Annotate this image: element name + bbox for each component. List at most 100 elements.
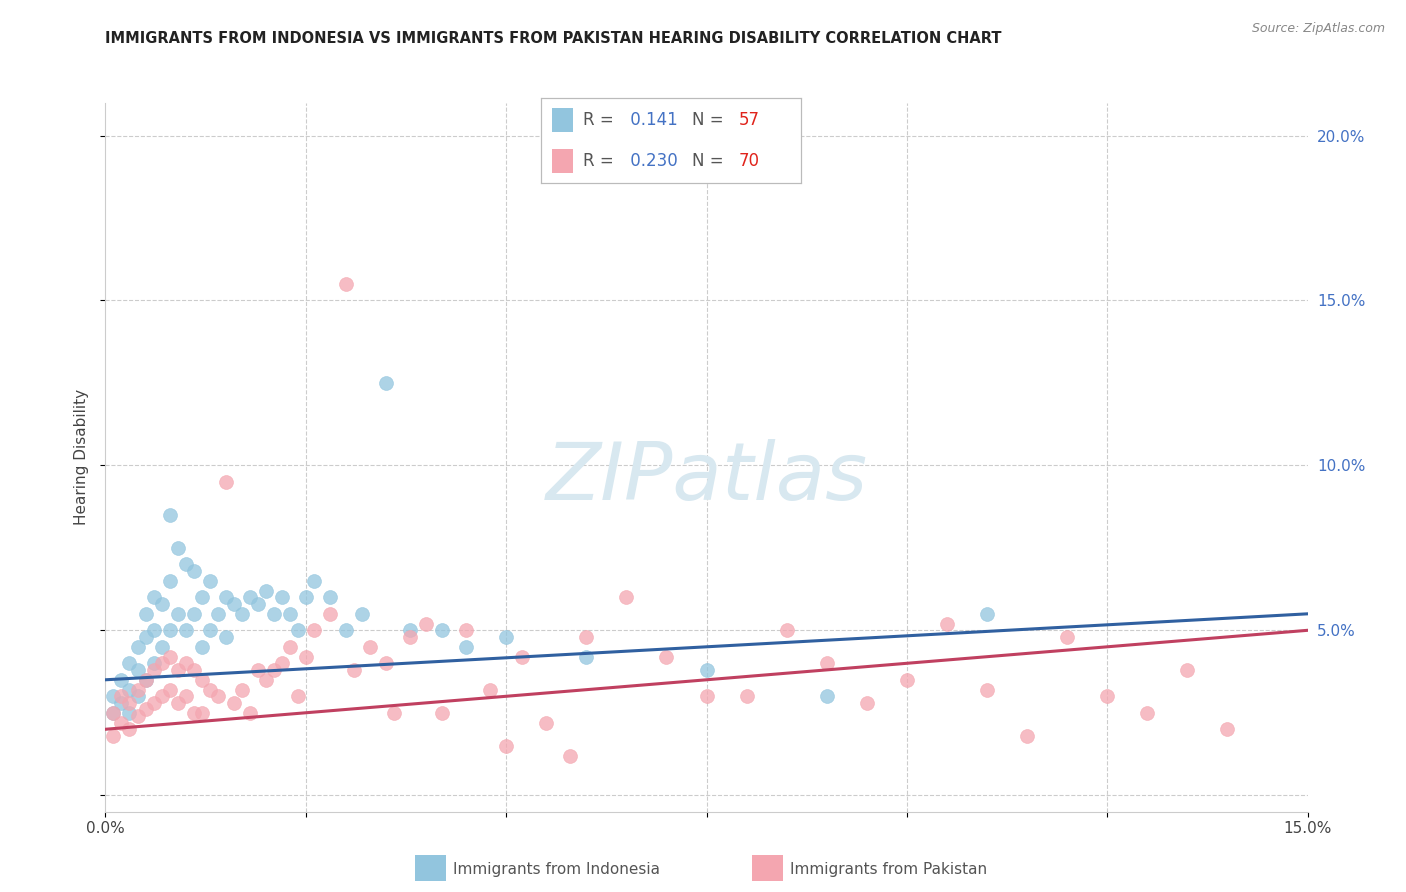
Point (142, 624, 165, 638)
Point (350, 607, 373, 621)
Point (855, 696, 877, 710)
Text: ZIPatlas: ZIPatlas (546, 440, 868, 517)
Point (1177, 663, 1199, 677)
Point (287, 624, 309, 638)
Point (118, 657, 141, 671)
Point (159, 508, 181, 522)
Point (159, 682, 181, 697)
Point (190, 591, 212, 605)
Point (174, 624, 197, 638)
Point (976, 682, 998, 697)
Point (359, 640, 381, 654)
Text: 70: 70 (740, 152, 761, 169)
Point (110, 690, 132, 704)
Text: 0.230: 0.230 (624, 152, 678, 169)
Point (239, 591, 262, 605)
Point (110, 673, 132, 687)
Point (815, 690, 838, 704)
Point (207, 607, 229, 621)
Point (198, 682, 221, 697)
Point (454, 624, 477, 638)
Point (1097, 690, 1119, 704)
Text: Immigrants from Pakistan: Immigrants from Pakistan (790, 863, 987, 877)
Text: R =: R = (583, 112, 619, 129)
Point (575, 649, 598, 664)
Point (174, 690, 197, 704)
Point (214, 591, 236, 605)
Point (1216, 723, 1239, 737)
Point (735, 690, 758, 704)
Point (430, 706, 453, 720)
Point (815, 657, 838, 671)
Point (430, 624, 453, 638)
Point (976, 607, 998, 621)
Text: 0.141: 0.141 (624, 112, 678, 129)
Text: Source: ZipAtlas.com: Source: ZipAtlas.com (1251, 22, 1385, 36)
Point (127, 682, 149, 697)
Point (246, 597, 269, 611)
Point (1017, 729, 1039, 743)
Point (263, 663, 285, 677)
Point (159, 574, 181, 588)
Y-axis label: Hearing Disability: Hearing Disability (73, 389, 89, 525)
Point (936, 616, 959, 631)
Text: R =: R = (583, 152, 619, 169)
Point (127, 690, 149, 704)
Point (142, 591, 165, 605)
Point (222, 696, 245, 710)
Point (190, 673, 212, 687)
Point (159, 649, 181, 664)
Point (110, 696, 132, 710)
Point (374, 376, 398, 390)
Bar (551, 108, 572, 132)
Point (214, 475, 236, 489)
Point (214, 630, 236, 644)
Point (302, 574, 325, 588)
Text: N =: N = (692, 112, 730, 129)
Point (166, 696, 188, 710)
Point (335, 624, 357, 638)
Point (103, 706, 125, 720)
Point (278, 607, 301, 621)
Point (127, 709, 149, 723)
Point (135, 702, 157, 716)
Point (495, 739, 517, 753)
Point (254, 583, 277, 598)
Point (207, 690, 229, 704)
Point (118, 723, 141, 737)
Point (159, 624, 181, 638)
Point (287, 690, 309, 704)
Point (174, 558, 197, 572)
Point (1136, 706, 1159, 720)
Point (510, 649, 533, 664)
Point (278, 640, 301, 654)
Point (560, 748, 582, 763)
Point (302, 624, 325, 638)
Point (150, 657, 173, 671)
Point (118, 696, 141, 710)
Point (135, 607, 157, 621)
Point (174, 657, 197, 671)
Point (166, 541, 188, 555)
Text: IMMIGRANTS FROM INDONESIA VS IMMIGRANTS FROM PAKISTAN HEARING DISABILITY CORRELA: IMMIGRANTS FROM INDONESIA VS IMMIGRANTS … (105, 31, 1002, 46)
Point (231, 607, 253, 621)
Point (183, 706, 205, 720)
Point (183, 663, 205, 677)
Point (135, 630, 157, 644)
Point (103, 690, 125, 704)
Point (479, 682, 502, 697)
Point (263, 607, 285, 621)
Point (198, 624, 221, 638)
Point (270, 657, 292, 671)
Point (374, 657, 398, 671)
Text: N =: N = (692, 152, 730, 169)
Point (103, 706, 125, 720)
Point (696, 663, 718, 677)
Text: 57: 57 (740, 112, 761, 129)
Bar (551, 149, 572, 173)
Point (896, 673, 918, 687)
Point (575, 630, 598, 644)
Point (198, 574, 221, 588)
Point (534, 715, 557, 730)
Point (399, 630, 422, 644)
